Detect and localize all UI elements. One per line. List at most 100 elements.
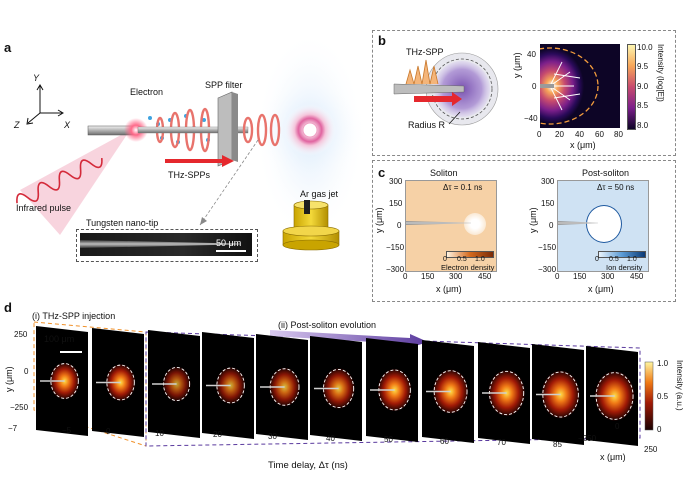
b-ylabel: y (μm): [512, 52, 522, 78]
infrared-label: Infrared pulse: [16, 203, 72, 213]
d-cbar-tick: 0: [657, 425, 662, 434]
d-frame-ring: [106, 364, 135, 401]
b-xlabel: x (μm): [570, 140, 596, 150]
c-right-ytick: 0: [549, 221, 554, 230]
tungsten-inset-frame: [76, 229, 258, 262]
c-left-time: Δτ = 0.1 ns: [443, 183, 483, 192]
axis-triad: [26, 84, 64, 125]
panel-b-schematic: [393, 52, 499, 126]
thz-spps-label: THz-SPPs: [168, 170, 211, 180]
infrared-wave: [16, 158, 103, 204]
c-right-cbar-label: Ion density: [606, 263, 643, 272]
d-time-tick: 60: [440, 436, 449, 446]
d-xaxis-tick: 0: [615, 422, 620, 431]
d-frame-blob: [322, 368, 355, 409]
c-left-xtick: 300: [449, 272, 463, 281]
c-left-blob: [464, 213, 486, 235]
b-ytick: −40: [524, 114, 538, 123]
d-frame-blob: [488, 370, 525, 416]
d-xaxis-tick: 250: [644, 445, 658, 454]
thz-direction-arrow: [165, 155, 234, 167]
b-xtick: 40: [575, 130, 584, 139]
c-right-ytick: −300: [538, 265, 557, 274]
c-left-title: Soliton: [430, 168, 458, 178]
d-colorbar: [644, 361, 654, 431]
d-time-tick: 30: [268, 432, 277, 441]
b-xtick: 20: [555, 130, 564, 139]
electron-label: Electron: [130, 87, 164, 97]
c-left-cbar-tick: 0: [443, 256, 447, 263]
d-frame-blob: [377, 369, 412, 411]
c-right-cavity: [586, 205, 622, 243]
c-right-cbar-tick: 0: [595, 256, 599, 263]
c-right-ylabel: y (μm): [528, 207, 538, 233]
spp-filter: [217, 91, 233, 167]
d-frame-ring: [216, 367, 245, 404]
panel-d-letter: d: [4, 300, 12, 315]
axis-x-label: X: [64, 120, 71, 130]
c-left-ytick: −300: [386, 265, 405, 274]
panel-a-schematic: [16, 30, 365, 251]
axis-y-label: Y: [33, 73, 40, 83]
inset-scalebar-label: 50 μm: [216, 238, 242, 248]
c-left-ytick: 300: [389, 177, 403, 186]
b-xtick: 60: [595, 130, 604, 139]
c-left-xlabel: x (μm): [436, 284, 462, 294]
c-left-cbar-label: Electron density: [441, 263, 495, 272]
c-left-cbar: [446, 251, 494, 258]
c-right-cbar-tick: 1.0: [627, 256, 637, 263]
c-right-xlabel: x (μm): [588, 284, 614, 294]
panel-c-frame: [372, 160, 676, 302]
gasjet-label: Ar gas jet: [300, 189, 339, 199]
panel-c-letter: c: [378, 165, 386, 180]
c-right-title: Post-soliton: [582, 168, 630, 178]
c-left-plot: [405, 180, 497, 272]
thz-spp-rings-2: [242, 113, 281, 147]
inset-scalebar: [216, 250, 246, 252]
b-xtick: 80: [614, 130, 623, 139]
d-xaxis-label: x (μm): [600, 452, 626, 462]
panel-d-frames: [33, 321, 654, 447]
gas-jet-nozzle: [282, 200, 340, 251]
d-frame-ring: [542, 371, 579, 418]
c-right-xtick: 450: [630, 272, 644, 281]
d-frame-ring: [433, 370, 468, 413]
c-left-ylabel: y (μm): [374, 207, 384, 233]
d-time-tick: 20: [213, 430, 222, 440]
d-scalebar-label: 100 μm: [44, 334, 75, 344]
b-xtick: 0: [537, 130, 542, 139]
d-cbar-title: Intensity (a.u.): [675, 360, 684, 411]
c-right-xtick: 0: [555, 272, 560, 281]
spp-filter-label: SPP filter: [205, 80, 243, 90]
d-xaxis-tick: −250: [578, 434, 597, 443]
panel-b-frame: [372, 30, 676, 156]
c-left-cbar-tick: 1.0: [475, 256, 485, 263]
c-left-cbar-tick: 0.5: [457, 256, 467, 263]
d-stage1-label: (i) THz-SPP injection: [32, 311, 116, 321]
d-xlabel: Time delay, Δτ (ns): [268, 460, 348, 471]
c-right-xtick: 150: [573, 272, 587, 281]
b-radius-label: Radius R: [408, 120, 446, 130]
d-time-tick: 50: [384, 435, 393, 445]
b-cbar-tick: 10.0: [637, 43, 653, 52]
c-left-ytick: −150: [386, 243, 405, 252]
d-stage2-label: (ii) Post-soliton evolution: [278, 320, 377, 330]
b-heatmap: [540, 44, 620, 128]
b-colorbar: [627, 44, 636, 130]
b-thz-arrow: [414, 92, 462, 106]
d-time-tick: 40: [326, 433, 335, 443]
d-cbar-tick: 0.5: [657, 392, 669, 401]
b-ytick: 40: [527, 50, 536, 59]
d-time-tick: 70: [497, 438, 506, 448]
c-right-plot: [557, 180, 649, 272]
d-frame-blob: [269, 367, 300, 407]
tungsten-micrograph: [80, 233, 252, 256]
b-cbar-tick: 9.5: [637, 62, 649, 71]
tungsten-label: Tungsten nano-tip: [86, 218, 159, 228]
c-right-cbar: [598, 251, 646, 258]
d-ytick: −250: [10, 403, 29, 412]
d-frame-ring: [50, 363, 79, 399]
d-frame-blob: [433, 369, 469, 414]
b-cbar-tick: 9.0: [637, 82, 649, 91]
c-right-cbar-tick: 0.5: [609, 256, 619, 263]
